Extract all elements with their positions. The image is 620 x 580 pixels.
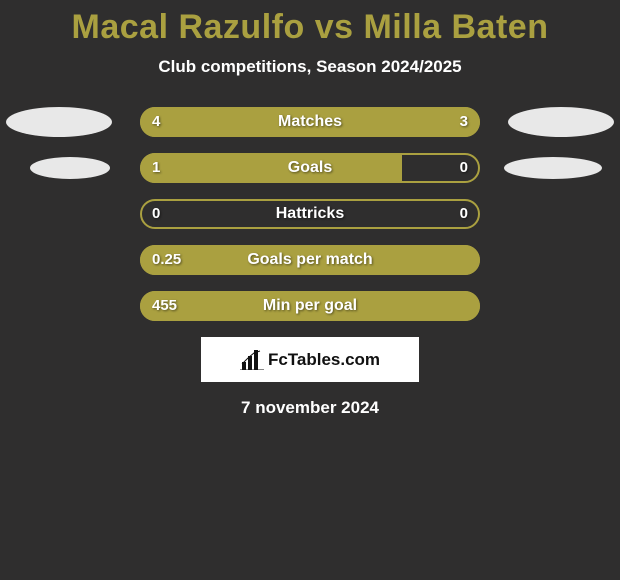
stat-row: Goals10: [0, 153, 620, 183]
snapshot-date: 7 november 2024: [0, 398, 620, 418]
vs-text: vs: [315, 8, 354, 46]
stat-row: Min per goal455: [0, 291, 620, 321]
stat-value-right: 0: [460, 153, 468, 183]
stat-bar-track: [140, 107, 480, 137]
stat-value-right: 3: [460, 107, 468, 137]
stat-value-left: 0: [152, 199, 160, 229]
stat-value-right: 0: [460, 199, 468, 229]
stat-bar-left: [140, 107, 334, 137]
stat-bar-gap: [140, 199, 480, 229]
stat-bar-right: [334, 107, 480, 137]
stat-row: Goals per match0.25: [0, 245, 620, 275]
fctables-logo: FcTables.com: [201, 337, 419, 382]
logo-text: FcTables.com: [268, 350, 380, 370]
stat-bar-left: [140, 291, 480, 321]
player-b-name: Milla Baten: [363, 8, 548, 46]
subtitle: Club competitions, Season 2024/2025: [0, 57, 620, 77]
stat-bar-track: [140, 153, 480, 183]
stat-bar-track: [140, 291, 480, 321]
stat-bar-left: [140, 245, 480, 275]
stat-bar-track: [140, 245, 480, 275]
comparison-title: Macal Razulfo vs Milla Baten: [0, 0, 620, 47]
stat-value-left: 1: [152, 153, 160, 183]
comparison-chart: Matches43Goals10Hattricks00Goals per mat…: [0, 107, 620, 321]
stat-value-left: 455: [152, 291, 177, 321]
stat-bar-right: [402, 153, 480, 183]
stat-value-left: 0.25: [152, 245, 181, 275]
bars-icon: [240, 350, 264, 370]
player-a-name: Macal Razulfo: [72, 8, 305, 46]
stat-bar-track: [140, 199, 480, 229]
stat-row: Matches43: [0, 107, 620, 137]
stat-bar-left: [140, 153, 402, 183]
stat-row: Hattricks00: [0, 199, 620, 229]
stat-value-left: 4: [152, 107, 160, 137]
